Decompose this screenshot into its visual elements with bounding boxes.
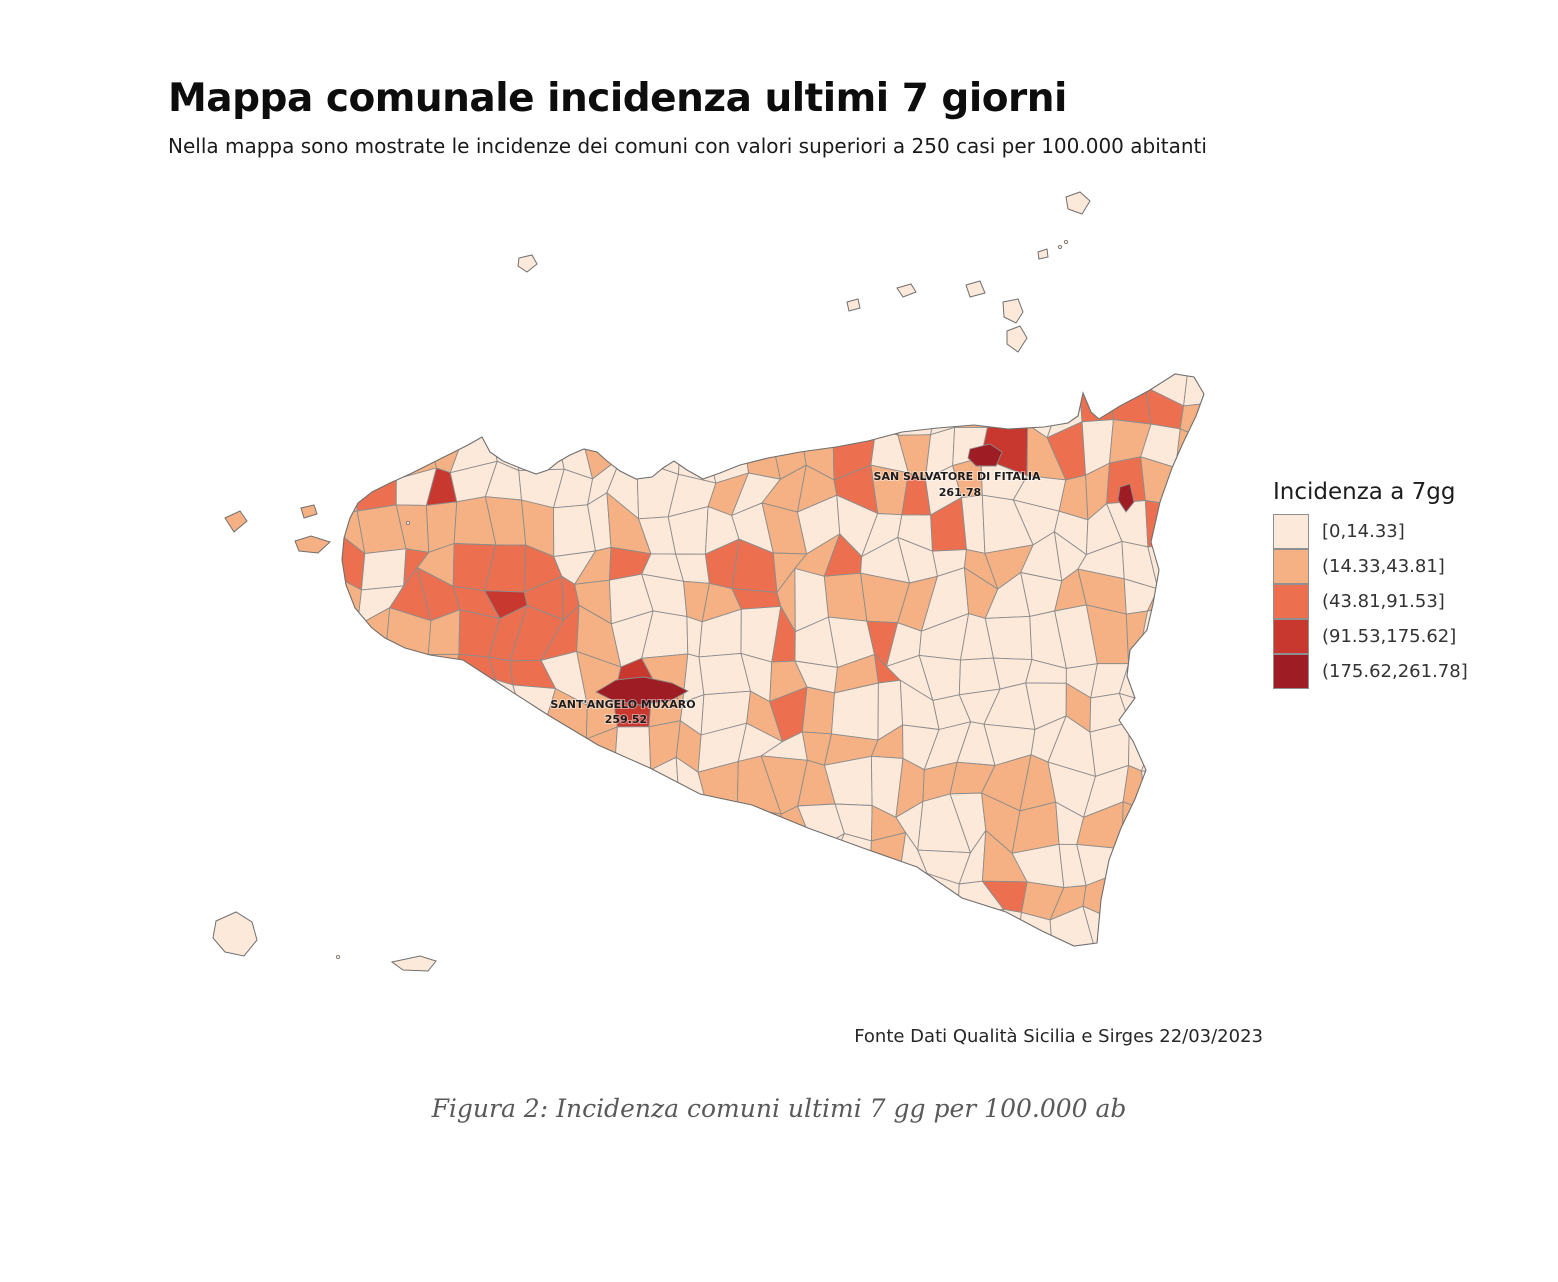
map-annotations: SAN SALVATORE DI FITALIA 261.78 SANT'ANG… xyxy=(549,469,1042,727)
legend-swatch xyxy=(1273,548,1309,584)
legend-swatch xyxy=(1273,583,1309,619)
legend-bin-row: (91.53,175.62] xyxy=(1273,618,1503,654)
legend-bin-label: (91.53,175.62] xyxy=(1322,626,1457,647)
figure-caption: Figura 2: Incidenza comuni ultimi 7 gg p… xyxy=(431,1094,1127,1123)
legend-bin-label: (14.33,43.81] xyxy=(1322,556,1445,577)
legend-swatch xyxy=(1273,513,1309,549)
annotation-name: SAN SALVATORE DI FITALIA xyxy=(874,470,1041,483)
page-subtitle: Nella mappa sono mostrate le incidenze d… xyxy=(168,134,1207,158)
municipality-polygons xyxy=(342,374,1204,946)
legend-bin-row: (43.81,91.53] xyxy=(1273,583,1503,619)
page-title: Mappa comunale incidenza ultimi 7 giorni xyxy=(168,76,1067,121)
legend-bin-row: (175.62,261.78] xyxy=(1273,653,1503,689)
minor-islands xyxy=(212,191,1091,972)
annotation-name: SANT'ANGELO MUXARO xyxy=(550,698,695,711)
legend-bin-label: (43.81,91.53] xyxy=(1322,591,1445,612)
annotation-value: 261.78 xyxy=(939,486,981,499)
legend-bin-label: [0,14.33] xyxy=(1322,521,1405,542)
legend-swatch xyxy=(1273,653,1309,689)
legend-swatch xyxy=(1273,618,1309,654)
legend-bin-label: (175.62,261.78] xyxy=(1322,661,1468,682)
legend-bin-row: (14.33,43.81] xyxy=(1273,548,1503,584)
annotation-value: 259.52 xyxy=(605,713,647,726)
coastline xyxy=(341,373,1205,947)
map-label-san-salvatore-di-fitalia: SAN SALVATORE DI FITALIA 261.78 xyxy=(873,469,1042,500)
sicily-choropleth-map: SAN SALVATORE DI FITALIA 261.78 SANT'ANG… xyxy=(212,191,1205,972)
legend-title: Incidenza a 7gg xyxy=(1273,479,1456,505)
data-source-note: Fonte Dati Qualità Sicilia e Sirges 22/0… xyxy=(854,1026,1263,1047)
map-legend: Incidenza a 7gg [0,14.33] (14.33,43.81] … xyxy=(1273,479,1503,689)
legend-bin-row: [0,14.33] xyxy=(1273,513,1503,549)
map-label-sant-angelo-muxaro: SANT'ANGELO MUXARO 259.52 xyxy=(549,697,696,727)
